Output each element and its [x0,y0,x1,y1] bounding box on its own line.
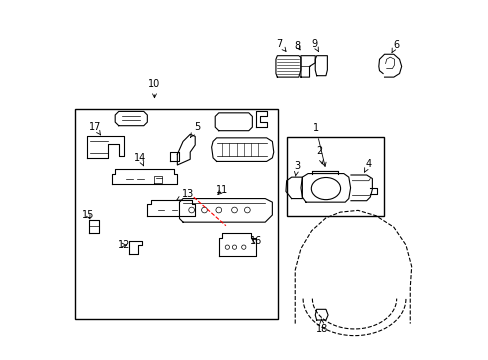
Text: 16: 16 [249,237,262,247]
Text: 18: 18 [316,319,328,334]
Text: 7: 7 [276,39,285,51]
Text: 13: 13 [176,189,194,201]
Text: 5: 5 [190,122,200,138]
Text: 17: 17 [89,122,101,135]
Text: 15: 15 [81,210,94,220]
Text: 3: 3 [294,161,300,176]
Text: 6: 6 [391,40,398,53]
Bar [287,137,383,216]
Text: 9: 9 [310,39,318,51]
Text: 2: 2 [316,147,323,164]
Text: 10: 10 [148,79,160,98]
Text: 1: 1 [312,123,325,166]
Text: 14: 14 [134,153,146,166]
Text: 11: 11 [216,185,228,195]
Text: 8: 8 [294,41,300,51]
Text: 4: 4 [364,159,371,172]
Bar [75,109,278,319]
Text: 12: 12 [117,240,130,250]
